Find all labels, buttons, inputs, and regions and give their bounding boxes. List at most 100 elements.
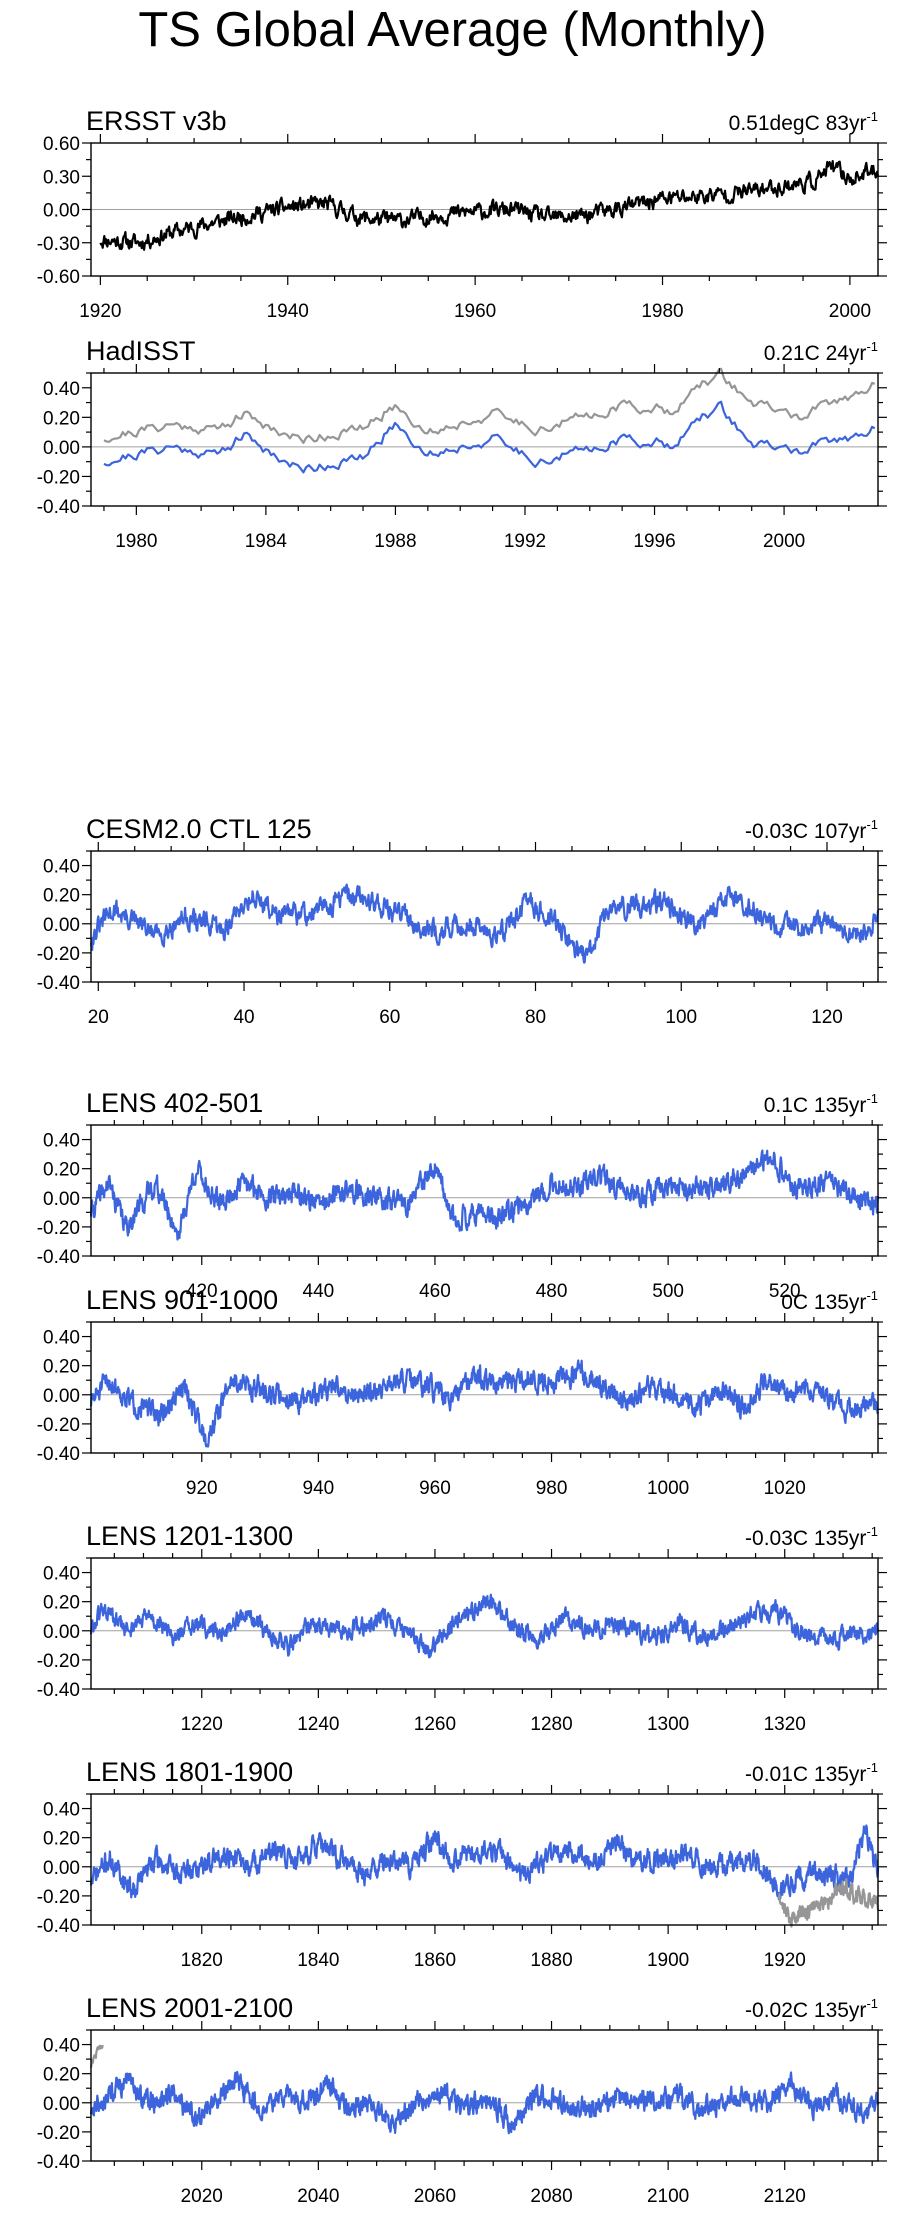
plot-frame xyxy=(90,1321,879,1454)
x-tick-label: 2080 xyxy=(530,2186,572,2207)
panel-title: LENS 402-501 xyxy=(86,1088,263,1118)
x-tick-label: 1940 xyxy=(267,301,309,322)
x-tick-label: 40 xyxy=(233,1007,254,1028)
x-tick-label: 1988 xyxy=(374,531,416,552)
x-tick-label: 2000 xyxy=(763,531,805,552)
trend-exponent: -1 xyxy=(866,339,878,354)
plot-frame xyxy=(90,2029,879,2162)
x-tick-label: 460 xyxy=(419,1281,451,1302)
y-tick-label: 0.00 xyxy=(43,1189,80,1210)
x-tick-label: 1000 xyxy=(647,1478,689,1499)
plot-frame xyxy=(90,1557,879,1690)
x-tick-label: 60 xyxy=(379,1007,400,1028)
panel-8: LENS 2001-2100 -0.02C 135yr-1 -0.40 -0.20 0.… xyxy=(37,1993,887,2207)
y-tick-label: -0.40 xyxy=(37,1680,80,1701)
y-tick-label: -0.20 xyxy=(37,1651,80,1672)
y-tick-label: -0.20 xyxy=(37,2123,80,2144)
y-tick-label: -0.20 xyxy=(37,467,80,488)
plot-frame xyxy=(90,1793,879,1926)
trend-exponent: -1 xyxy=(866,1996,878,2011)
trend-exponent: -1 xyxy=(866,1288,878,1303)
y-tick-label: 0.40 xyxy=(43,379,80,400)
trend-exponent: -1 xyxy=(866,1091,878,1106)
y-tick-label: 0.20 xyxy=(43,886,80,907)
x-tick-label: 1900 xyxy=(647,1950,689,1971)
panel-4: LENS 402-501 0.1C 135yr-1 -0.40 -0.20 0.00 0.… xyxy=(37,1088,887,1302)
y-tick-label: -0.40 xyxy=(37,1247,80,1268)
series-line-2 xyxy=(103,367,876,444)
series-line-1 xyxy=(99,160,880,251)
series-line-1 xyxy=(89,1824,880,1901)
y-tick-label: -0.20 xyxy=(37,944,80,965)
x-tick-label: 1020 xyxy=(764,1478,806,1499)
x-tick-label: 2020 xyxy=(181,2186,223,2207)
series-line-1 xyxy=(89,2070,880,2135)
x-tick-label: 920 xyxy=(186,1478,218,1499)
y-tick-label: 0.00 xyxy=(43,1622,80,1643)
x-tick-label: 980 xyxy=(536,1478,568,1499)
panel-title: LENS 2001-2100 xyxy=(86,1993,293,2023)
trend-label: -0.03C 135yr-1 xyxy=(745,1524,878,1550)
x-tick-label: 1820 xyxy=(181,1950,223,1971)
panel-7: LENS 1801-1900 -0.01C 135yr-1 -0.40 -0.20 0.… xyxy=(37,1757,887,1971)
y-tick-label: 0.20 xyxy=(43,1829,80,1850)
x-tick-label: 1980 xyxy=(641,301,683,322)
y-tick-label: 0.20 xyxy=(43,1593,80,1614)
y-tick-label: 0.20 xyxy=(43,408,80,429)
y-tick-label: 0.40 xyxy=(43,2036,80,2057)
y-tick-label: 0.40 xyxy=(43,1800,80,1821)
trend-exponent: -1 xyxy=(866,1524,878,1539)
plot-frame xyxy=(90,372,879,507)
x-tick-label: 2000 xyxy=(829,301,871,322)
x-tick-label: 1280 xyxy=(530,1714,572,1735)
x-tick-label: 1996 xyxy=(633,531,675,552)
trend-exponent: -1 xyxy=(866,109,878,124)
x-tick-label: 1880 xyxy=(530,1950,572,1971)
series-line-1 xyxy=(89,1149,880,1241)
x-tick-label: 1984 xyxy=(245,531,288,552)
panel-title: LENS 901-1000 xyxy=(86,1285,278,1315)
panel-1: ERSST v3b 0.51degC 83yr-1 -0.60 -0.30 0.00 0.… xyxy=(37,106,887,322)
panel-2: HadISST 0.21C 24yr-1 -0.40 -0.20 0.00 0.20 0.4… xyxy=(37,336,887,552)
series-line-2 xyxy=(89,2044,104,2068)
plot-frame xyxy=(90,850,879,983)
panel-title: HadISST xyxy=(86,336,196,366)
x-tick-label: 1320 xyxy=(764,1714,806,1735)
x-tick-label: 100 xyxy=(665,1007,697,1028)
x-tick-label: 940 xyxy=(303,1478,335,1499)
y-tick-label: 0.60 xyxy=(43,134,80,155)
y-tick-label: 0.30 xyxy=(43,167,80,188)
y-tick-label: 0.00 xyxy=(43,201,80,222)
x-tick-label: 1992 xyxy=(504,531,546,552)
x-tick-label: 2040 xyxy=(297,2186,339,2207)
y-tick-label: -0.40 xyxy=(37,1916,80,1937)
panel-3: CESM2.0 CTL 125 -0.03C 107yr-1 -0.40 -0.20 0… xyxy=(37,814,887,1028)
x-tick-label: 1300 xyxy=(647,1714,689,1735)
panel-6: LENS 1201-1300 -0.03C 135yr-1 -0.40 -0.20 0.… xyxy=(37,1521,887,1735)
trend-label: -0.03C 107yr-1 xyxy=(745,817,878,843)
panel-title: LENS 1801-1900 xyxy=(86,1757,293,1787)
series-line-1 xyxy=(89,883,880,964)
x-tick-label: 480 xyxy=(536,1281,568,1302)
x-tick-label: 1960 xyxy=(454,301,496,322)
series-line-1 xyxy=(89,1359,880,1448)
trend-label: 0.21C 24yr-1 xyxy=(764,339,878,365)
trend-label: -0.01C 135yr-1 xyxy=(745,1760,878,1786)
y-tick-label: -0.60 xyxy=(37,267,80,288)
x-tick-label: 1920 xyxy=(764,1950,806,1971)
x-tick-label: 960 xyxy=(419,1478,451,1499)
series-line-1 xyxy=(103,400,876,474)
panel-title: CESM2.0 CTL 125 xyxy=(86,814,312,844)
x-tick-label: 520 xyxy=(769,1281,801,1302)
x-tick-label: 1220 xyxy=(181,1714,223,1735)
x-tick-label: 1920 xyxy=(79,301,121,322)
x-tick-label: 2100 xyxy=(647,2186,689,2207)
y-tick-label: -0.20 xyxy=(37,1887,80,1908)
x-tick-label: 80 xyxy=(525,1007,546,1028)
panel-title: LENS 1201-1300 xyxy=(86,1521,293,1551)
series-line-2 xyxy=(777,1878,880,1928)
y-tick-label: -0.20 xyxy=(37,1218,80,1239)
x-tick-label: 440 xyxy=(303,1281,335,1302)
y-tick-label: 0.40 xyxy=(43,1131,80,1152)
